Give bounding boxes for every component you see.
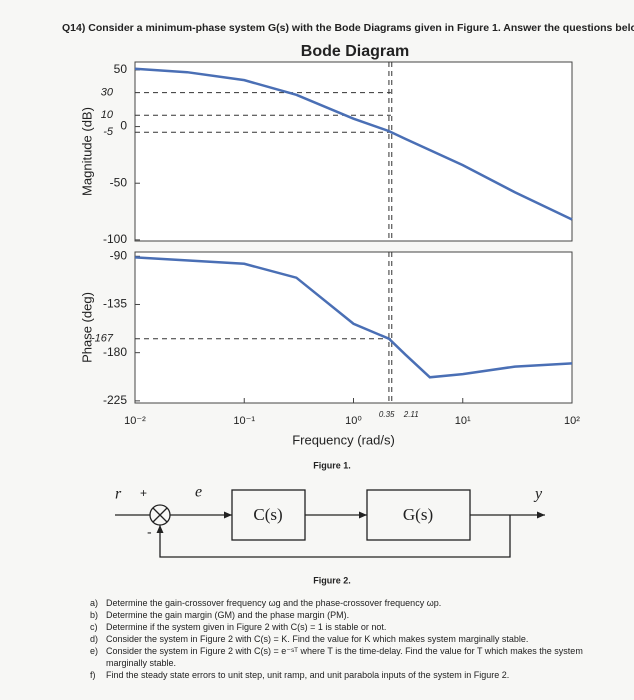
question-label: e) bbox=[90, 646, 99, 656]
question-item: e) Consider the system in Figure 2 with C… bbox=[90, 645, 620, 669]
plot-area bbox=[134, 251, 573, 404]
arrow-head bbox=[224, 511, 232, 519]
question-text: Consider the system in Figure 2 with C(s… bbox=[106, 646, 583, 668]
caption: Figure 2. bbox=[313, 575, 351, 585]
annotation: 0.35 bbox=[379, 410, 395, 419]
x-tick-label: 10² bbox=[564, 415, 580, 427]
questions: a) Determine the gain-crossover frequency… bbox=[90, 597, 620, 681]
y-tick-label: -180 bbox=[103, 345, 127, 359]
question-item: d) Consider the system in Figure 2 with C… bbox=[90, 633, 620, 645]
question-label: d) bbox=[90, 634, 99, 644]
y-axis-label: Magnitude (dB) bbox=[79, 107, 94, 196]
y-tick-label: -135 bbox=[103, 297, 127, 311]
arrow-head bbox=[537, 511, 545, 519]
x-tick-label: 10¹ bbox=[455, 415, 471, 427]
block-lines bbox=[115, 489, 545, 558]
error-label: e bbox=[195, 484, 202, 501]
output-label: y bbox=[533, 486, 543, 503]
question-text: Find the steady state errors to unit ste… bbox=[106, 670, 510, 680]
question-label: b) bbox=[90, 610, 99, 620]
annotation: 30 bbox=[101, 86, 114, 98]
curve bbox=[134, 256, 573, 379]
question-item: a) Determine the gain-crossover frequency… bbox=[90, 597, 620, 609]
chart-title: Bode Diagram bbox=[301, 43, 409, 60]
annotation: -5 bbox=[103, 126, 114, 138]
annotation: 10 bbox=[101, 109, 114, 121]
plus-sign: + bbox=[140, 486, 147, 500]
annotation: -167 bbox=[91, 333, 114, 345]
question-label: a) bbox=[90, 598, 99, 608]
y-tick-label: -50 bbox=[110, 175, 128, 189]
minus-sign: - bbox=[147, 524, 152, 540]
x-tick-label: 10⁻² bbox=[124, 415, 146, 427]
question-text: Determine if the system given in Figure … bbox=[106, 622, 387, 632]
x-tick-label: 10⁰ bbox=[345, 415, 362, 427]
x-tick-label: 10⁻¹ bbox=[233, 415, 255, 427]
curve bbox=[134, 67, 573, 221]
question-text: Consider the system in Figure 2 with C(s… bbox=[106, 634, 529, 644]
question-text: Determine the gain-crossover frequency ω… bbox=[106, 598, 442, 608]
arrow-head bbox=[359, 511, 367, 519]
arrow-head bbox=[156, 525, 164, 533]
plant: G(s) bbox=[403, 505, 433, 524]
caption: Figure 1. bbox=[313, 460, 351, 470]
y-tick-label: -225 bbox=[103, 393, 127, 407]
y-tick-label: 50 bbox=[114, 62, 128, 76]
question-label: c) bbox=[90, 622, 98, 632]
plot-area bbox=[134, 61, 573, 242]
x-axis-label: Frequency (rad/s) bbox=[292, 432, 395, 447]
question-label: f) bbox=[90, 670, 96, 680]
y-axis-label: Phase (deg) bbox=[79, 292, 94, 363]
question-item: c) Determine if the system given in Figur… bbox=[90, 621, 620, 633]
controller: C(s) bbox=[253, 505, 282, 524]
y-tick-label: 0 bbox=[120, 119, 127, 133]
question: Q14) Consider a minimum-phase system G(s… bbox=[62, 22, 634, 34]
question-item: f) Find the steady state errors to unit s… bbox=[90, 669, 620, 681]
y-tick-label: -100 bbox=[103, 232, 127, 246]
question-text: Determine the gain margin (GM) and the p… bbox=[106, 610, 350, 620]
y-tick-label: -90 bbox=[110, 248, 128, 262]
annotation: 2.11 bbox=[403, 410, 419, 419]
question-item: b) Determine the gain margin (GM) and the… bbox=[90, 609, 620, 621]
input-label: r bbox=[115, 486, 122, 503]
